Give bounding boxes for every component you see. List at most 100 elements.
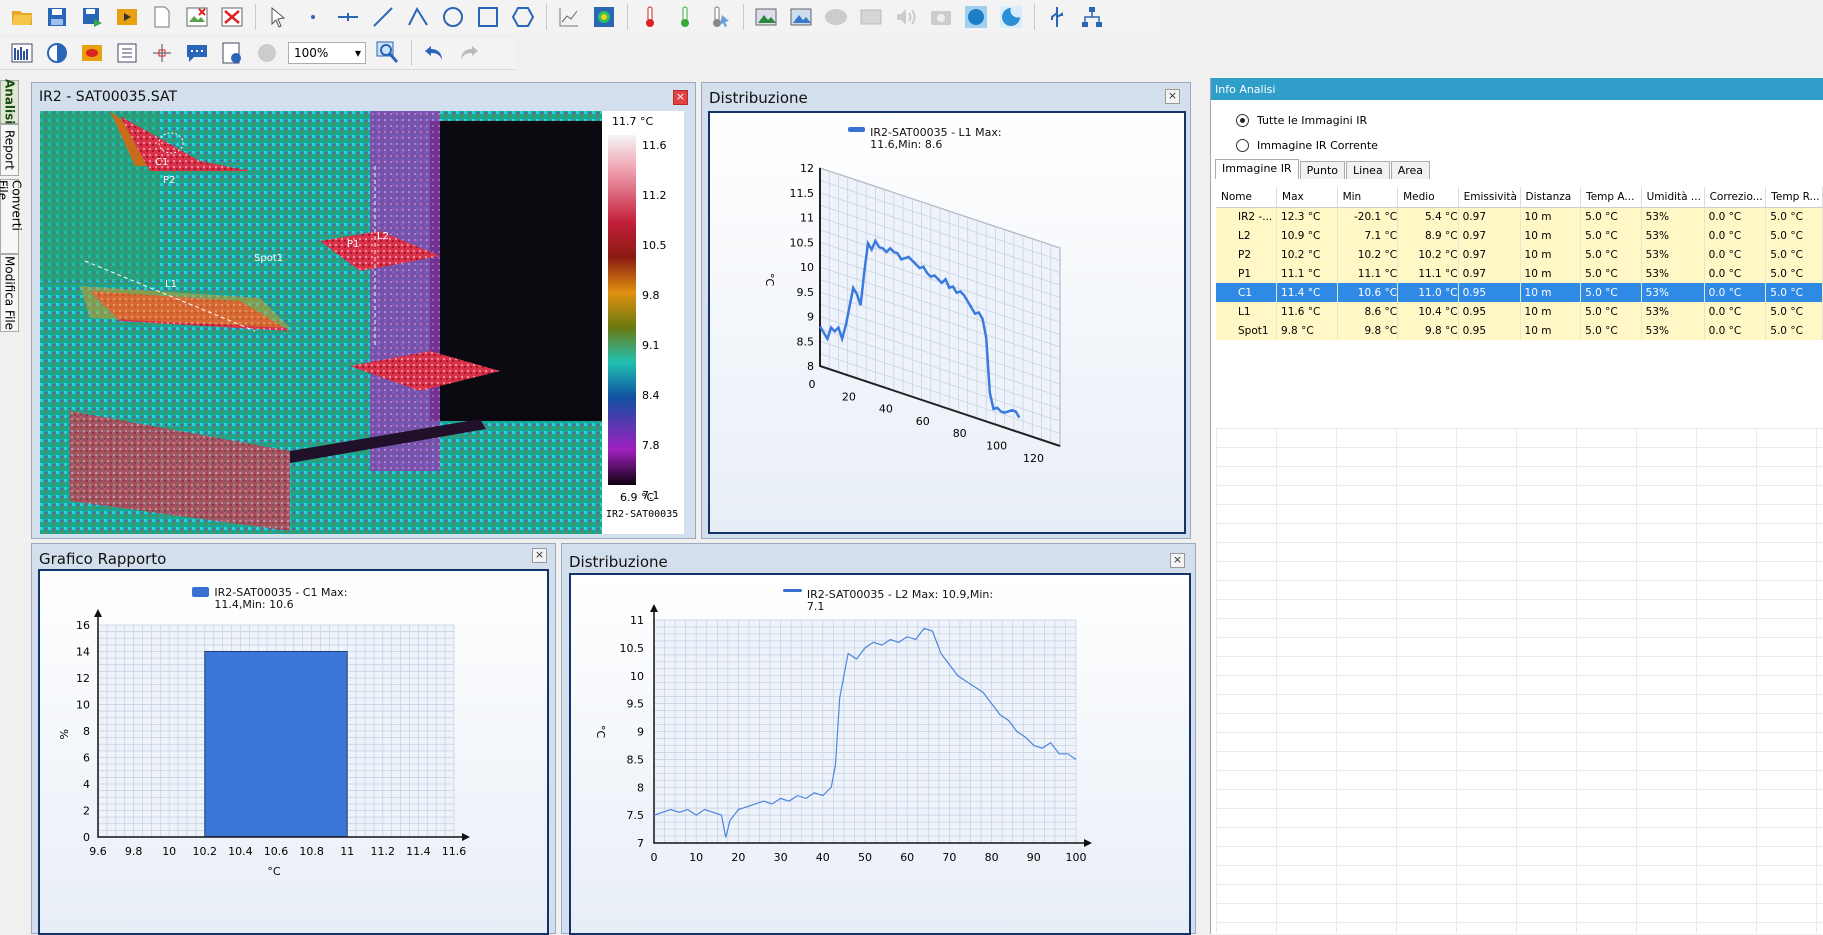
speaker-icon[interactable]	[892, 3, 920, 31]
polyline-tool-icon[interactable]	[404, 3, 432, 31]
save-as-icon[interactable]	[78, 3, 106, 31]
radio-all-images[interactable]: Tutte le Immagini IR	[1236, 114, 1367, 127]
column-header[interactable]: Max	[1276, 187, 1338, 208]
image-close-all-icon[interactable]	[218, 3, 246, 31]
column-header[interactable]: Correzio...	[1704, 187, 1767, 208]
y-tick-label: 9	[807, 311, 814, 324]
y-axis-label: °C	[763, 273, 776, 287]
column-header[interactable]: Temp A...	[1580, 187, 1642, 208]
info-tabs: Immagine IR Punto Linea Area	[1215, 159, 1431, 179]
column-header[interactable]: Medio	[1397, 187, 1459, 208]
y-tick-label: 11.5	[790, 187, 815, 200]
table-row[interactable]: C1 11.4 °C 10.6 °C 11.0 °C 0.95 10 m 5.0 °C 53%…	[1216, 283, 1823, 302]
measure-cross-icon[interactable]	[148, 39, 176, 67]
thermometer-pointer-icon[interactable]	[706, 3, 734, 31]
disabled-oval-icon[interactable]	[822, 3, 850, 31]
comment-icon[interactable]	[183, 39, 211, 67]
y-tick-label: 8	[83, 725, 90, 738]
close-icon[interactable]: ×	[673, 90, 688, 105]
point-tool-icon[interactable]	[299, 3, 327, 31]
table-row[interactable]: L2 10.9 °C 7.1 °C 8.9 °C 0.97 10 m 5.0 °C 53% 0.…	[1216, 226, 1823, 245]
column-header[interactable]: Emissività	[1458, 187, 1521, 208]
thermal-image-icon[interactable]	[78, 39, 106, 67]
y-tick-label: 9.5	[627, 698, 645, 711]
redo-icon[interactable]	[455, 39, 483, 67]
column-header[interactable]: Umidità ...	[1641, 187, 1705, 208]
table-row[interactable]: P1 11.1 °C 11.1 °C 11.1 °C 0.97 10 m 5.0 °C 53%…	[1216, 264, 1823, 283]
image-gallery-icon[interactable]	[787, 3, 815, 31]
thermometer-green-icon[interactable]	[671, 3, 699, 31]
radio-current-image[interactable]: Immagine IR Corrente	[1236, 139, 1378, 152]
table-cell: -20.1 °C	[1337, 207, 1399, 226]
table-row[interactable]: P2 10.2 °C 10.2 °C 10.2 °C 0.97 10 m 5.0 °C 53%…	[1216, 245, 1823, 264]
network-icon[interactable]	[1078, 3, 1106, 31]
blend-icon[interactable]	[962, 3, 990, 31]
column-header[interactable]: Temp R...	[1765, 187, 1823, 208]
distribution-panel-2: Distribuzione × IR2-SAT00035 - L2 Max: 1…	[561, 543, 1196, 935]
marker-c1: C1	[155, 157, 168, 168]
polygon-tool-icon[interactable]	[509, 3, 537, 31]
rectangle-tool-icon[interactable]	[474, 3, 502, 31]
tab-area[interactable]: Area	[1390, 161, 1431, 179]
table-cell: 0.95	[1458, 321, 1521, 340]
crosshair-icon[interactable]	[334, 3, 362, 31]
close-icon[interactable]: ×	[532, 548, 547, 563]
table-cell: 0.0 °C	[1704, 207, 1767, 226]
thermometer-red-icon[interactable]	[636, 3, 664, 31]
pointer-icon[interactable]	[264, 3, 292, 31]
table-cell: 0.0 °C	[1704, 321, 1767, 340]
table-cell: L2	[1216, 226, 1278, 245]
column-header[interactable]: Distanza	[1520, 187, 1582, 208]
zoom-icon[interactable]	[374, 39, 402, 67]
tab-punto[interactable]: Punto	[1299, 161, 1346, 179]
undo-icon[interactable]	[420, 39, 448, 67]
tab-immagine-ir[interactable]: Immagine IR	[1215, 159, 1299, 179]
line-chart-l2: 7 7.5 8 8.5 9 9.5 10 10.5 11 0 10 20 30 40 50 60 70 80 90 1…	[594, 604, 1092, 864]
save-icon[interactable]	[43, 3, 71, 31]
marker-l1: L1	[165, 279, 177, 290]
table-row[interactable]: IR2 -... 12.3 °C -20.1 °C 5.4 °C 0.97 10 m 5.0…	[1216, 207, 1823, 226]
y-tick-label: 11	[800, 212, 814, 225]
open-folder-icon[interactable]	[8, 3, 36, 31]
table-cell: 10.9 °C	[1276, 226, 1338, 245]
disabled-disc-icon[interactable]	[253, 39, 281, 67]
disabled-video-icon[interactable]	[857, 3, 885, 31]
report-settings-icon[interactable]	[218, 39, 246, 67]
x-tick-label: 90	[1027, 851, 1041, 864]
camera-icon[interactable]	[927, 3, 955, 31]
image-landscape-icon[interactable]	[752, 3, 780, 31]
marker-p1: P1	[347, 239, 359, 250]
close-icon[interactable]: ×	[1165, 89, 1180, 104]
x-tick-label: 10	[162, 845, 176, 858]
tab-linea[interactable]: Linea	[1346, 161, 1390, 179]
picture-in-picture-icon[interactable]	[997, 3, 1025, 31]
slideshow-icon[interactable]	[113, 3, 141, 31]
table-row[interactable]: L1 11.6 °C 8.6 °C 10.4 °C 0.95 10 m 5.0 °C 53% 0…	[1216, 302, 1823, 321]
legend-label: IR2-SAT00035 - L1 Max: 11.6,Min: 8.6	[870, 126, 1002, 151]
table-cell: 5.0 °C	[1580, 245, 1642, 264]
sidetab-modifica-file[interactable]: Modifica File	[0, 254, 19, 332]
palette-bars-icon[interactable]	[8, 39, 36, 67]
image-close-icon[interactable]	[183, 3, 211, 31]
contrast-icon[interactable]	[43, 39, 71, 67]
column-header[interactable]: Nome	[1216, 187, 1278, 208]
x-tick-label: 9.6	[89, 845, 107, 858]
column-header[interactable]: Min	[1337, 187, 1399, 208]
sidetab-analisi[interactable]: Analisi	[0, 79, 19, 125]
table-row[interactable]: Spot1 9.8 °C 9.8 °C 9.8 °C 0.95 10 m 5.0 °C 53%…	[1216, 321, 1823, 340]
zoom-select[interactable]: 100% ▾	[288, 42, 366, 64]
sidetab-report[interactable]: Report	[0, 124, 19, 176]
graph-icon[interactable]	[555, 3, 583, 31]
table-cell: P2	[1216, 245, 1278, 264]
list-icon[interactable]	[113, 39, 141, 67]
new-document-icon[interactable]	[148, 3, 176, 31]
sidetab-converti-file[interactable]: Converti File	[0, 179, 24, 254]
usb-icon[interactable]	[1043, 3, 1071, 31]
toolbar-separator	[743, 3, 744, 30]
circle-tool-icon[interactable]	[439, 3, 467, 31]
line-tool-icon[interactable]	[369, 3, 397, 31]
x-tick-label: 20	[731, 851, 745, 864]
thermal-image[interactable]: C1 P2 P1 L2 L1 Spot1	[40, 111, 602, 534]
close-icon[interactable]: ×	[1170, 553, 1185, 568]
isotherm-icon[interactable]	[590, 3, 618, 31]
